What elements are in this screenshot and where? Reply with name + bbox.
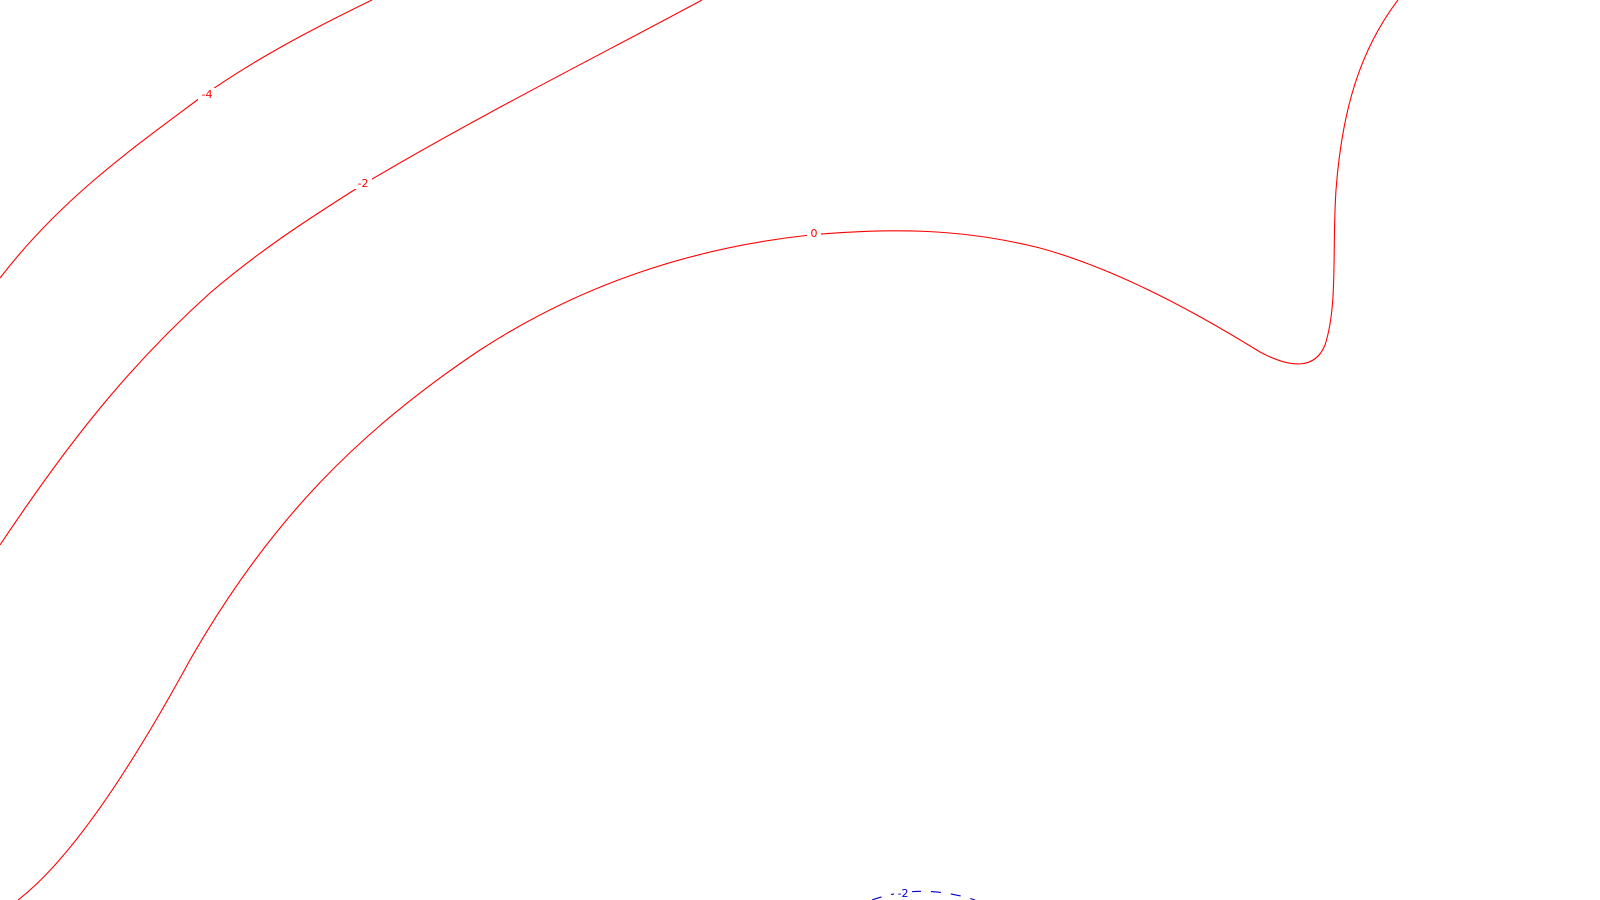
contour-line-minus-4 bbox=[0, 0, 373, 279]
contour-label-zero: 0 bbox=[811, 227, 818, 240]
contour-line-zero bbox=[17, 0, 1399, 900]
label-mask bbox=[807, 227, 821, 239]
label-mask bbox=[354, 177, 372, 189]
contour-line-minus-2-dashed bbox=[871, 890, 976, 900]
contour-label-minus-2: -2 bbox=[358, 177, 369, 190]
contour-line-minus-2 bbox=[0, 0, 703, 546]
label-mask bbox=[198, 88, 216, 100]
contour-label-minus-4: -4 bbox=[202, 88, 213, 101]
label-mask bbox=[894, 887, 912, 899]
contour-label-minus-2-dashed: -2 bbox=[898, 887, 909, 900]
